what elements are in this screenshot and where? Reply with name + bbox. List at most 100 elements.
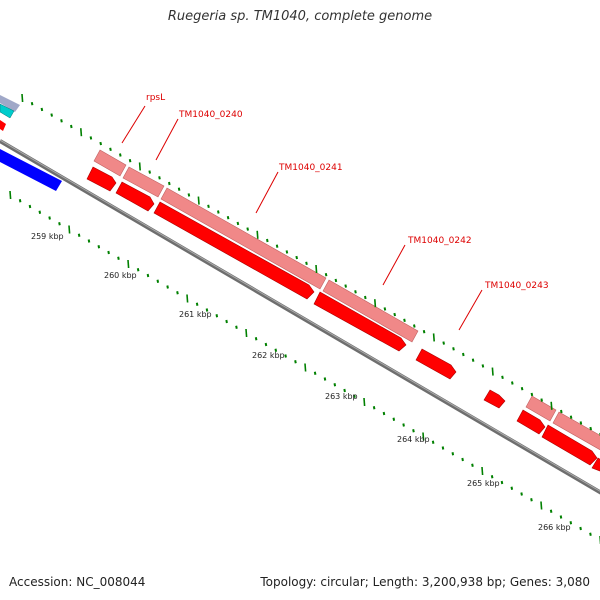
- major-tick: [9, 190, 12, 200]
- minor-tick: [560, 409, 563, 414]
- major-tick: [186, 294, 189, 303]
- minor-tick: [158, 176, 161, 180]
- minor-tick: [530, 498, 533, 502]
- major-tick: [540, 501, 543, 510]
- major-tick: [256, 230, 259, 239]
- kbp-label: 259 kbp: [31, 232, 64, 241]
- gene-cds-right-c: [591, 457, 600, 472]
- gene-label-TM1040_0240: TM1040_0240: [178, 110, 243, 120]
- minor-tick: [589, 532, 592, 536]
- gene-outline-right-a: [525, 395, 557, 422]
- major-tick: [432, 333, 435, 342]
- genome-backbone-highlight: [0, 139, 600, 492]
- scale-labels: 259 kbp 260 kbp 261 kbp 262 kbp 263 kbp …: [31, 232, 571, 532]
- gene-outline-TM1040_0242: [322, 279, 419, 343]
- minor-tick: [77, 233, 81, 237]
- major-tick: [197, 196, 200, 205]
- gene-label-rpsL: rpsL: [146, 93, 165, 103]
- minor-tick: [462, 352, 465, 357]
- minor-tick: [402, 423, 405, 427]
- minor-tick: [187, 193, 191, 197]
- minor-tick: [246, 227, 249, 231]
- teal-feature: [0, 103, 15, 119]
- minor-tick: [50, 113, 53, 117]
- tick-row-inner: [9, 190, 600, 545]
- minor-tick: [177, 187, 181, 191]
- minor-tick: [540, 398, 543, 402]
- kbp-label: 261 kbp: [179, 310, 212, 319]
- blue-gene: [0, 149, 62, 191]
- minor-tick: [500, 480, 504, 485]
- minor-tick: [461, 457, 464, 462]
- minor-tick: [451, 452, 455, 456]
- kbp-label: 266 kbp: [538, 523, 571, 532]
- minor-tick: [195, 302, 199, 306]
- gene-cds-TM1040_0241: [153, 201, 315, 300]
- gene-outline-rpsL: [93, 149, 127, 177]
- major-tick: [245, 328, 248, 338]
- minor-tick: [70, 124, 73, 129]
- minor-tick: [372, 406, 376, 410]
- gene-label-TM1040_0242: TM1040_0242: [407, 236, 472, 246]
- minor-tick: [60, 119, 63, 123]
- minor-tick: [294, 360, 297, 364]
- minor-tick: [520, 387, 524, 391]
- minor-tick: [511, 381, 514, 385]
- genome-summary-text: Topology: circular; Length: 3,200,938 bp…: [260, 575, 590, 589]
- minor-tick: [136, 268, 140, 272]
- accession-text: Accession: NC_008044: [9, 575, 146, 589]
- minor-tick: [264, 342, 268, 347]
- minor-tick: [452, 347, 455, 351]
- minor-tick: [442, 341, 445, 345]
- minor-tick: [275, 244, 279, 248]
- minor-tick: [40, 107, 44, 112]
- minor-tick: [87, 239, 91, 243]
- leader-TM1040_0241: [255, 171, 279, 214]
- minor-tick: [353, 394, 356, 398]
- minor-tick: [148, 170, 151, 174]
- minor-tick: [431, 440, 435, 444]
- gene-outline-TM1040_0240: [122, 166, 165, 198]
- minor-tick: [117, 256, 120, 260]
- minor-tick: [520, 492, 523, 496]
- minor-tick: [589, 426, 592, 431]
- gene-cds-small: [483, 389, 506, 409]
- major-tick: [481, 466, 484, 476]
- minor-tick: [559, 515, 563, 519]
- minor-tick: [48, 216, 51, 220]
- gene-label-TM1040_0241: TM1040_0241: [278, 163, 343, 173]
- gene-outline-TM1040_0241: [160, 187, 327, 290]
- leader-TM1040_0243: [458, 289, 483, 331]
- minor-tick: [412, 429, 415, 433]
- minor-tick: [343, 388, 346, 393]
- minor-tick: [490, 475, 494, 479]
- minor-tick: [393, 312, 396, 317]
- leader-TM1040_0242: [382, 244, 406, 286]
- major-tick: [315, 264, 318, 274]
- minor-tick: [284, 354, 287, 358]
- kbp-label: 262 kbp: [252, 351, 285, 360]
- kbp-label: 265 kbp: [467, 479, 500, 488]
- minor-tick: [254, 337, 258, 341]
- minor-tick: [569, 521, 573, 525]
- minor-tick: [97, 245, 101, 249]
- minor-tick: [579, 526, 582, 531]
- minor-tick: [510, 486, 514, 490]
- minor-tick: [471, 358, 475, 362]
- minor-tick: [176, 291, 179, 295]
- minor-tick: [119, 153, 122, 157]
- minor-tick: [266, 238, 269, 243]
- label-leaders: [121, 105, 483, 331]
- minor-tick: [225, 319, 228, 324]
- minor-tick: [18, 199, 22, 203]
- minor-tick: [323, 377, 327, 381]
- major-tick: [68, 225, 71, 234]
- gene-cds-TM1040_0240: [115, 181, 155, 212]
- minor-tick: [324, 273, 328, 277]
- gene-cds-track: [86, 166, 600, 472]
- tick-row-outer: [21, 93, 600, 436]
- minor-tick: [38, 210, 42, 214]
- outer-track-segment: [0, 95, 20, 112]
- minor-tick: [382, 411, 386, 416]
